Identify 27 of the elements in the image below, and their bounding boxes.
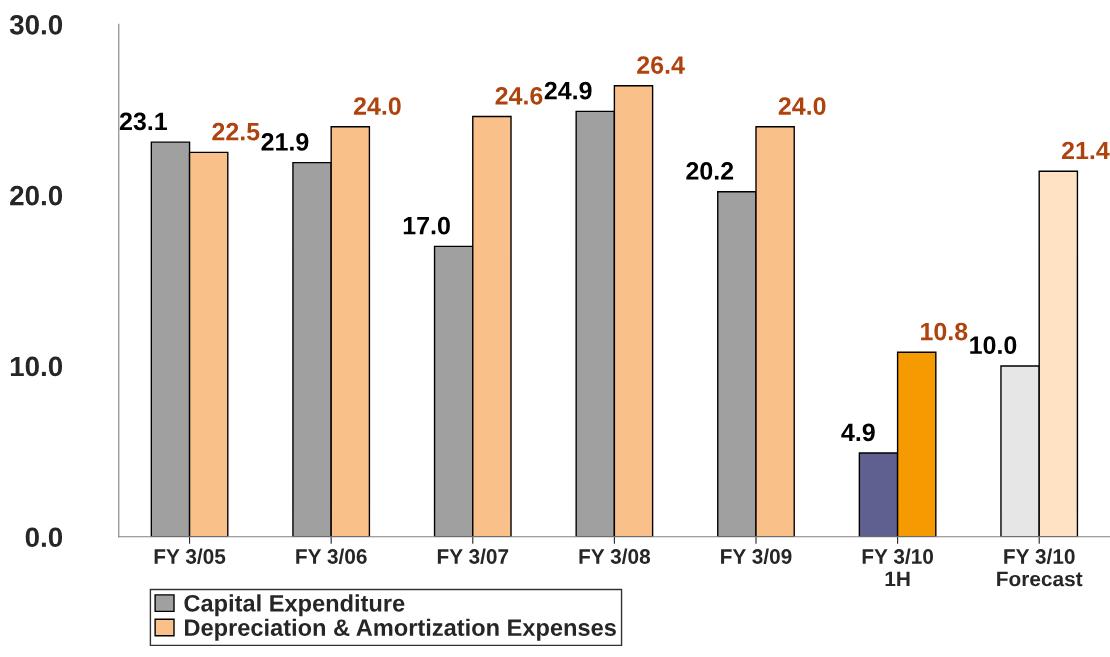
data-label: 10.0 [970,336,1017,355]
data-label: 4.9 [841,423,875,442]
x-tick-label: FY 3/08 [579,548,651,565]
x-tick-label: FY 3/09 [721,548,792,565]
data-label: 23.1 [119,112,167,131]
y-tick-label: 30.0 [9,14,63,35]
data-label: 22.5 [212,122,260,141]
data-label: 24.0 [353,97,401,115]
x-tick-label: FY 3/10 Forecast [997,548,1083,587]
y-tick-label: 10.0 [10,356,63,377]
data-label: 21.9 [261,133,309,151]
y-tick-label: 0.0 [25,527,63,548]
x-tick-label: FY 3/05 [154,548,226,565]
data-label: 10.8 [921,322,968,341]
x-tick-label: FY 3/07 [437,548,509,565]
x-tick-label: FY 3/06 [296,548,367,565]
data-label: 24.6 [495,86,543,105]
y-tick-label: 20.0 [10,185,63,206]
data-label: 20.2 [686,162,734,180]
data-label: 24.0 [778,97,826,115]
legend-label: Capital Expenditure [184,594,405,617]
x-tick-label: FY 3/10 1H [862,548,934,587]
data-label: 24.9 [544,81,592,100]
data-label: 17.0 [403,216,450,235]
data-label: 26.4 [637,56,685,74]
data-label: 21.4 [1061,141,1110,160]
legend-label: Depreciation & Amortization Expenses [185,618,616,641]
